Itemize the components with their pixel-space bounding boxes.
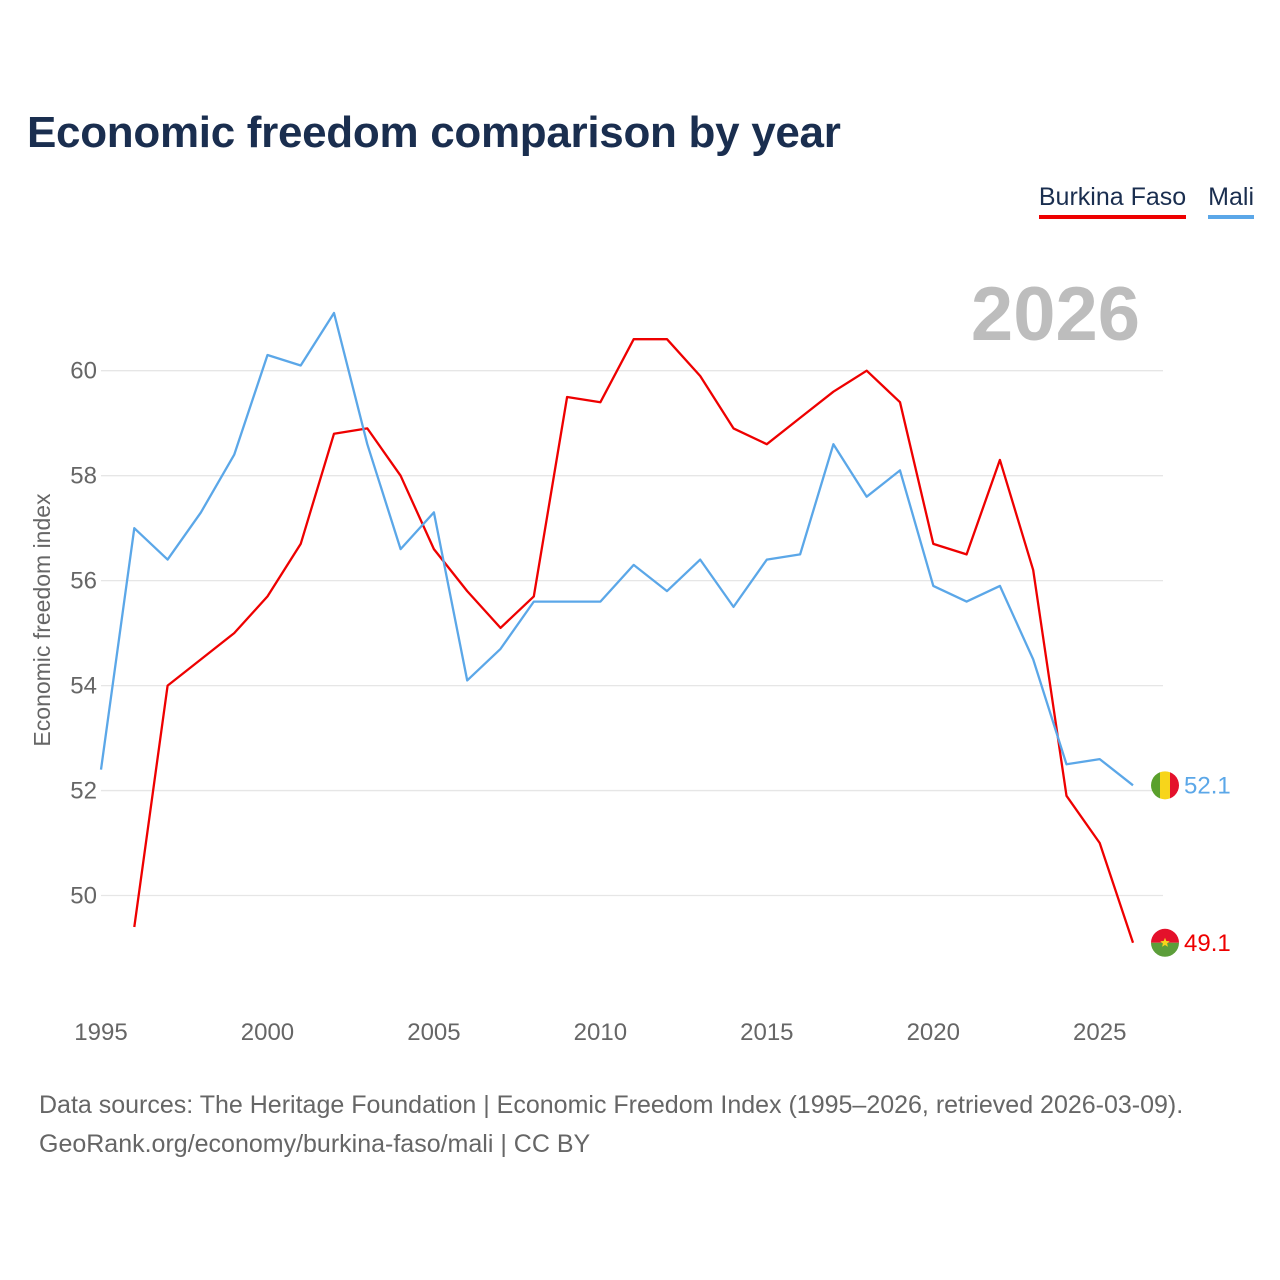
y-axis-ticks: 50 52 54 56 58 60	[70, 358, 97, 910]
y-axis-label: Economic freedom index	[29, 493, 55, 747]
x-axis-ticks: 1995 2000 2005 2010 2015 2020 2025	[74, 1019, 1126, 1046]
source-line-1: Data sources: The Heritage Foundation | …	[39, 1091, 1184, 1119]
x-tick-label: 2000	[241, 1019, 294, 1046]
data-source-note: Data sources: The Heritage Foundation | …	[39, 1086, 1183, 1164]
burkina-faso-end-value-label: 49.1	[1184, 930, 1231, 957]
mali-end-value-label: 52.1	[1184, 772, 1231, 799]
x-tick-label: 1995	[74, 1019, 127, 1046]
y-tick-label: 52	[70, 778, 97, 805]
x-tick-label: 2015	[740, 1019, 793, 1046]
mali-flag-icon	[1151, 771, 1179, 800]
y-tick-label: 60	[70, 358, 97, 385]
y-tick-label: 50	[70, 883, 97, 910]
x-tick-label: 2025	[1073, 1019, 1126, 1046]
series-lines	[99, 311, 1135, 944]
gridlines	[101, 370, 1163, 897]
chart-title: Economic freedom comparison by year	[27, 108, 841, 157]
series-line-burkina-faso[interactable]	[133, 338, 1135, 944]
legend-item-mali[interactable]: Mali	[1208, 183, 1254, 219]
x-tick-label: 2020	[907, 1019, 960, 1046]
y-tick-label: 56	[70, 568, 97, 595]
x-tick-label: 2005	[407, 1019, 460, 1046]
highlight-year-label: 2026	[971, 272, 1140, 357]
chart-legend: Burkina Faso Mali	[1038, 183, 1254, 219]
burkina-faso-flag-icon	[1151, 928, 1179, 957]
y-tick-label: 54	[70, 673, 97, 700]
x-tick-label: 2010	[574, 1019, 627, 1046]
series-line-mali[interactable]	[99, 311, 1134, 787]
legend-item-burkina-faso[interactable]: Burkina Faso	[1038, 183, 1187, 219]
source-line-2[interactable]: GeoRank.org/economy/burkina-faso/mali | …	[39, 1130, 591, 1158]
y-tick-label: 58	[70, 463, 97, 490]
